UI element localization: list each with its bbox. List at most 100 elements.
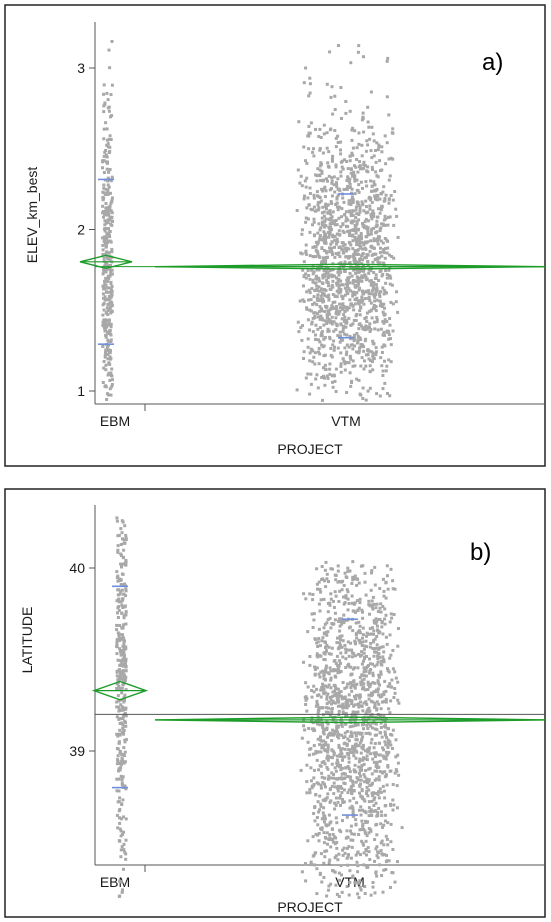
data-point [348, 334, 352, 338]
data-point [109, 280, 113, 284]
data-point [109, 240, 113, 244]
data-point [118, 673, 122, 677]
data-point [383, 197, 387, 200]
data-point [337, 229, 341, 233]
data-point [373, 705, 376, 709]
data-point [345, 289, 349, 293]
data-point [363, 644, 367, 648]
data-point [377, 631, 381, 635]
panel-b-label: b) [470, 539, 491, 566]
data-point [115, 644, 119, 648]
data-point [345, 350, 349, 354]
data-point [340, 697, 344, 701]
data-point [340, 620, 344, 623]
data-point [339, 794, 342, 798]
data-point [341, 244, 345, 248]
data-point [324, 217, 328, 221]
data-point [350, 151, 354, 155]
data-point [124, 664, 128, 668]
data-point [373, 258, 377, 262]
data-point [367, 767, 371, 771]
data-point [311, 593, 315, 596]
data-point [343, 619, 347, 623]
data-point [103, 212, 106, 216]
data-point [358, 286, 362, 290]
data-point [321, 291, 324, 295]
data-point [327, 711, 331, 715]
data-point [348, 748, 352, 752]
data-point [316, 645, 320, 648]
data-point [361, 564, 365, 568]
data-point [370, 772, 374, 776]
data-point [365, 792, 368, 795]
data-point [346, 597, 350, 601]
data-point [351, 254, 355, 258]
data-point [383, 381, 387, 385]
data-point [348, 254, 352, 258]
data-point [391, 127, 395, 131]
data-point [310, 863, 313, 867]
data-point [327, 225, 331, 229]
data-point [396, 806, 399, 810]
data-point [395, 214, 399, 218]
data-point [376, 242, 380, 246]
data-point [341, 755, 345, 759]
data-point [346, 247, 350, 251]
data-point [116, 534, 120, 538]
data-point [382, 715, 386, 718]
data-point [391, 587, 395, 591]
data-point [380, 814, 384, 817]
data-point [378, 787, 382, 791]
data-point [379, 822, 383, 826]
data-point [121, 708, 125, 712]
data-point [362, 55, 365, 59]
data-point [105, 167, 109, 171]
y-tick-label: 40 [69, 560, 85, 576]
data-point [355, 738, 359, 742]
data-point [385, 141, 389, 145]
data-point [321, 669, 325, 673]
data-point [318, 317, 322, 321]
data-point [333, 689, 337, 693]
data-point [302, 260, 306, 264]
data-point [363, 164, 367, 167]
data-point [354, 853, 358, 857]
data-point [381, 374, 385, 377]
data-point [320, 744, 324, 748]
data-point [318, 743, 322, 747]
data-point [346, 167, 350, 171]
data-point [110, 272, 114, 276]
data-point [370, 599, 374, 603]
data-point [327, 755, 331, 759]
data-point [356, 666, 360, 670]
data-point [341, 330, 345, 334]
data-point [352, 768, 356, 772]
data-point [334, 594, 338, 598]
data-point [354, 642, 357, 646]
data-point [315, 699, 319, 703]
data-point [331, 599, 335, 603]
data-point [357, 213, 361, 216]
data-point [395, 784, 399, 788]
data-point [334, 305, 338, 308]
data-point [367, 296, 371, 299]
data-point [119, 855, 123, 859]
data-point [117, 717, 121, 721]
data-point [379, 269, 383, 273]
data-point [350, 187, 354, 191]
data-point [103, 229, 107, 233]
data-point [104, 270, 108, 274]
data-point [394, 207, 398, 211]
data-point [122, 616, 126, 620]
data-point [339, 748, 343, 752]
data-point [107, 137, 111, 141]
data-point [384, 774, 388, 778]
data-point [325, 316, 329, 320]
data-point [386, 843, 390, 847]
data-point [116, 800, 120, 804]
data-point [321, 205, 325, 209]
data-point [373, 565, 377, 569]
data-point [109, 191, 112, 195]
data-point [316, 252, 320, 256]
data-point [111, 220, 114, 223]
